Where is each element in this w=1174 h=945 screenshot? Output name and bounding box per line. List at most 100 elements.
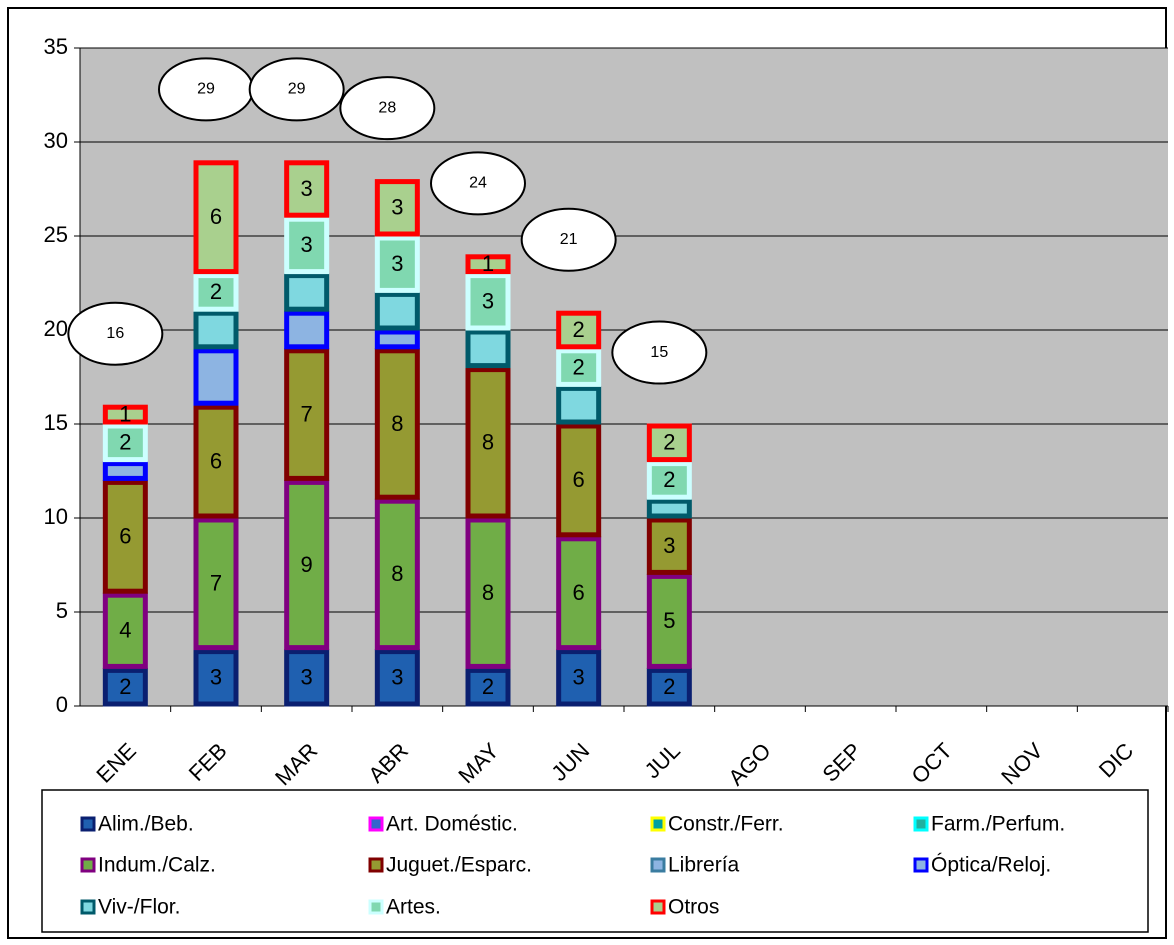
data-label: 6	[573, 580, 585, 605]
bar-segment	[556, 310, 602, 350]
data-label: 3	[301, 232, 313, 257]
bar-segment	[284, 649, 330, 707]
bar-segment	[646, 517, 692, 575]
bar-segment	[102, 667, 148, 707]
data-label: 2	[119, 674, 131, 699]
y-tick-label: 10	[44, 504, 68, 529]
bar-segment	[102, 479, 148, 594]
legend-swatch	[650, 816, 666, 832]
bar-segment	[193, 404, 239, 519]
bar-segment	[556, 536, 602, 651]
bar-segment	[646, 498, 692, 519]
data-label: 9	[301, 552, 313, 577]
legend-label: Artes.	[386, 896, 441, 919]
legend-label: Óptica/Reloj.	[931, 854, 1051, 877]
legend-box	[41, 789, 1149, 933]
legend-label: Alim./Beb.	[98, 813, 194, 836]
data-label: 2	[663, 674, 675, 699]
legend-label: Indum./Calz.	[98, 854, 216, 877]
data-label: 3	[573, 665, 585, 690]
bar-segment	[284, 479, 330, 651]
y-tick-label: 0	[56, 692, 68, 717]
legend-label: Juguet./Esparc.	[386, 854, 532, 877]
data-label: 2	[573, 354, 585, 379]
y-tick-label: 35	[44, 34, 68, 59]
bar-segment	[193, 517, 239, 651]
total-bubble	[339, 76, 436, 141]
total-label: 24	[469, 175, 487, 192]
data-label: 7	[301, 401, 313, 426]
bar-segment	[556, 649, 602, 707]
data-label: 8	[391, 411, 403, 436]
y-tick-label: 5	[56, 598, 68, 623]
data-label: 3	[391, 251, 403, 276]
bar-segment	[374, 235, 420, 293]
data-label: 2	[210, 279, 222, 304]
data-label: 2	[482, 674, 494, 699]
bar-segment	[193, 273, 239, 312]
bar-segment	[193, 348, 239, 406]
legend-label: Viv-/Flor.	[98, 896, 180, 919]
data-label: 8	[391, 561, 403, 586]
data-label: 3	[482, 289, 494, 314]
bar-segment	[374, 649, 420, 707]
legend-swatch	[913, 857, 929, 873]
data-label: 6	[210, 448, 222, 473]
y-tick-label: 30	[44, 128, 68, 153]
bar-segment	[465, 329, 511, 369]
plot-area	[80, 48, 1168, 706]
legend-swatch	[80, 816, 96, 832]
data-label: 6	[119, 524, 131, 549]
data-label: 1	[482, 251, 494, 276]
y-tick-label: 15	[44, 410, 68, 435]
total-bubble	[520, 207, 617, 272]
legend-swatch	[80, 857, 96, 873]
data-label: 3	[301, 176, 313, 201]
data-label: 7	[210, 571, 222, 596]
bar-segment	[465, 273, 511, 331]
data-label: 3	[301, 665, 313, 690]
y-tick-label: 20	[44, 316, 68, 341]
bar-segment	[193, 649, 239, 707]
bar-segment	[193, 310, 239, 350]
bar-segment	[556, 348, 602, 387]
legend-label: Farm./Perfum.	[931, 813, 1065, 836]
total-label: 16	[106, 325, 124, 342]
legend-swatch	[80, 899, 96, 915]
bar-segment	[646, 573, 692, 669]
y-tick-label: 25	[44, 222, 68, 247]
data-label: 1	[119, 401, 131, 426]
legend-label: Art. Doméstic.	[386, 813, 518, 836]
data-label: 3	[663, 533, 675, 558]
total-bubble	[430, 151, 526, 216]
bar-segment	[374, 329, 420, 350]
legend-label: Constr./Ferr.	[668, 813, 784, 836]
bar-segment	[374, 179, 420, 237]
bar-segment	[374, 348, 420, 500]
bar-segment	[102, 592, 148, 669]
total-label: 29	[288, 81, 306, 98]
bar-segment	[556, 423, 602, 538]
bar-segment	[374, 498, 420, 651]
bar-segment	[465, 367, 511, 519]
bar-segment	[556, 385, 602, 425]
data-label: 3	[391, 665, 403, 690]
bar-segment	[284, 216, 330, 275]
data-label: 6	[210, 204, 222, 229]
bar-segment	[646, 461, 692, 500]
data-label: 3	[391, 195, 403, 220]
bar-segment	[465, 517, 511, 669]
legend-swatch	[650, 857, 666, 873]
bar-segment	[465, 254, 511, 275]
legend-label: Otros	[668, 896, 719, 919]
legend-swatch	[368, 857, 384, 873]
bar-segment	[102, 404, 148, 425]
bar-segment	[102, 423, 148, 463]
total-label: 28	[378, 99, 396, 116]
total-label: 29	[197, 81, 215, 98]
bar-segment	[284, 310, 330, 350]
data-label: 2	[119, 430, 131, 455]
legend-swatch	[913, 816, 929, 832]
bar-segment	[646, 423, 692, 463]
